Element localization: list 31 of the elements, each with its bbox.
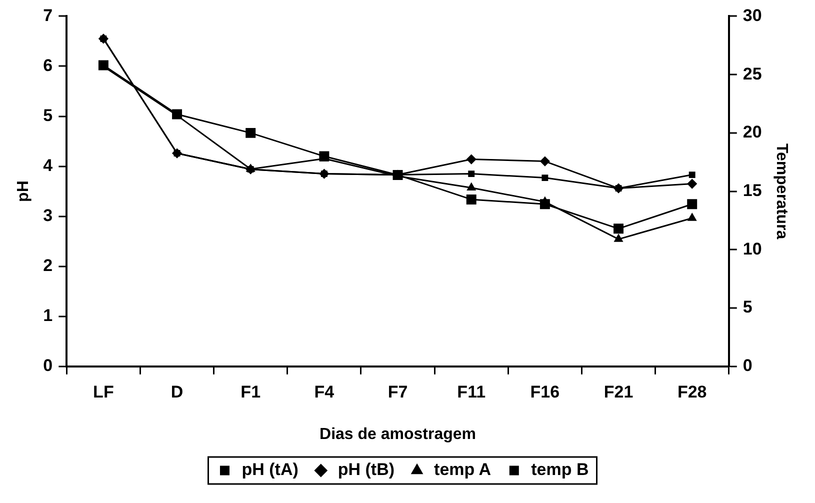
y2-tick-label: 30 [742, 6, 762, 25]
x-tick-label: LF [93, 382, 114, 402]
y-tick-label: 5 [43, 106, 53, 125]
y-tick-label: 4 [43, 156, 54, 175]
y-tick-label: 6 [43, 56, 53, 75]
y2-tick-label: 0 [742, 356, 752, 376]
x-tick-label: F28 [677, 382, 707, 402]
y-tick-label: 1 [43, 306, 53, 326]
legend-label: temp A [434, 460, 492, 480]
x-tick-label: D [170, 382, 184, 402]
x-tick-label: F16 [530, 382, 560, 402]
y-tick-label: 0 [43, 356, 53, 376]
x-tick-label: F7 [388, 382, 408, 402]
y-tick-label: 7 [43, 6, 53, 25]
y2-axis-title: Temperatura [772, 143, 790, 240]
y2-tick-label: 15 [742, 180, 762, 200]
x-tick-label: F1 [240, 382, 261, 402]
x-tick-label: F21 [604, 382, 634, 402]
x-tick-label: F11 [457, 382, 486, 402]
y-tick-label: 3 [43, 206, 53, 225]
y2-tick-label: 20 [742, 122, 762, 142]
legend-label: pH (tB) [338, 460, 395, 480]
x-axis-title: Dias de amostragem [320, 426, 476, 443]
x-tick-label: F4 [314, 382, 335, 402]
legend-label: pH (tA) [242, 460, 298, 480]
y2-tick-label: 10 [742, 239, 762, 258]
y2-tick-label: 25 [742, 64, 762, 84]
legend-label: temp B [531, 460, 589, 480]
y-axis-title: pH [15, 180, 32, 202]
y2-tick-label: 5 [742, 298, 752, 317]
y-tick-label: 2 [43, 256, 53, 276]
